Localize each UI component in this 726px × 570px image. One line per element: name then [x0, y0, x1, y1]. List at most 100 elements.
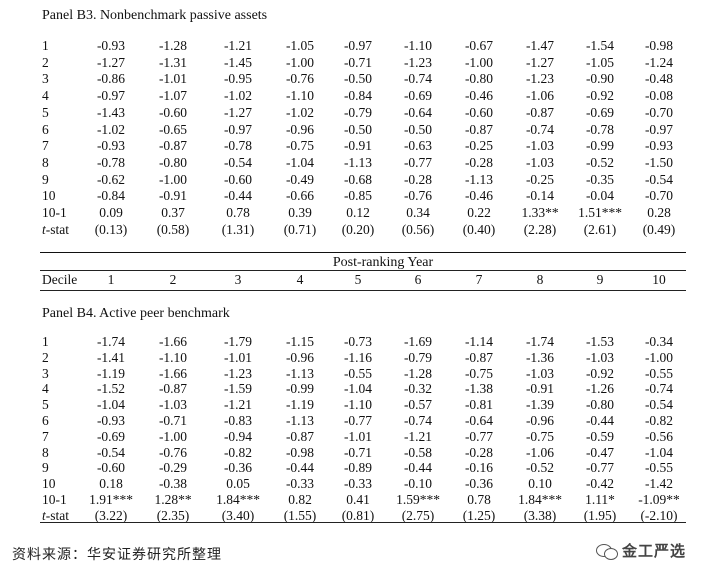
table-cell: -1.66 — [158, 365, 188, 381]
table-row: 9 -0.62 -1.00 -0.60 -0.49 -0.68 -0.28 -1.13 -0.2… — [0, 172, 726, 189]
table-cell: -0.54 — [644, 171, 674, 187]
table-cell: -1.15 — [285, 334, 315, 349]
table-cell: (-2.10) — [640, 507, 678, 523]
table-cell: -1.74 — [525, 334, 555, 349]
table-cell: -0.35 — [585, 171, 615, 187]
row-label: 10-1 — [42, 492, 67, 507]
table-cell: -0.42 — [585, 476, 615, 492]
table-row: 8 -0.54 -0.76 -0.82 -0.98 -0.71 -0.58 -0.28 -1.0… — [0, 445, 726, 462]
table-cell: -0.48 — [644, 71, 674, 87]
table-cell: -0.83 — [223, 413, 253, 428]
table-cell: -0.77 — [464, 428, 494, 444]
table-cell: -0.91 — [343, 138, 373, 154]
year-header: 5 — [354, 272, 362, 287]
table-cell: -1.28 — [158, 38, 188, 53]
table-cell: -0.25 — [525, 171, 555, 187]
table-cell: -0.79 — [403, 349, 433, 365]
row-label: 10 — [42, 188, 56, 204]
table-cell: -1.53 — [585, 334, 615, 349]
table-cell: -1.03 — [525, 154, 555, 170]
table-cell: -0.99 — [285, 381, 315, 397]
table-cell: -1.03 — [158, 397, 188, 413]
row-label: 4 — [42, 381, 49, 397]
table-cell: -0.97 — [96, 88, 126, 104]
table-cell: -0.46 — [464, 88, 494, 104]
table-cell: -0.76 — [403, 188, 433, 204]
table-cell: (0.40) — [462, 221, 496, 237]
table-cell: -1.27 — [525, 54, 555, 70]
logo-text: 金工严选 — [622, 542, 687, 560]
table-cell: -0.75 — [285, 138, 315, 154]
table-cell: -0.54 — [223, 154, 253, 170]
table-cell: -0.73 — [343, 334, 373, 349]
year-header: 1 — [107, 272, 115, 287]
table-cell: -1.19 — [285, 397, 315, 413]
table-row: 1 -1.74 -1.66 -1.79 -1.15 -0.73 -1.69 -1.14 -1.7… — [0, 334, 726, 351]
table-cell: -1.13 — [464, 171, 494, 187]
table-cell: -1.13 — [343, 154, 373, 170]
table-cell: -1.05 — [285, 38, 315, 53]
row-label: 10-1 — [42, 205, 67, 220]
table-cell: -0.36 — [223, 460, 253, 476]
table-cell: -1.04 — [285, 154, 315, 170]
decile-header-row: Decile 1 2 3 4 5 6 7 8 9 10 — [0, 272, 726, 289]
table-cell: -1.00 — [285, 54, 315, 70]
table-cell: -0.76 — [158, 444, 188, 460]
row-label: 2 — [42, 54, 49, 70]
row-label: 5 — [42, 104, 49, 120]
panel-b3-title: Panel B3. Nonbenchmark passive assets — [42, 8, 268, 23]
table-cell: -1.10 — [158, 349, 188, 365]
table-cell: (1.31) — [221, 221, 255, 237]
table-row: 3 -0.86 -1.01 -0.95 -0.76 -0.50 -0.74 -0.80 -1.2… — [0, 71, 726, 88]
table-cell: -1.41 — [96, 349, 126, 365]
table-cell: -0.55 — [343, 365, 373, 381]
table-cell: 1.11* — [585, 492, 615, 507]
table-cell: -0.82 — [644, 413, 674, 428]
table-cell: -0.77 — [585, 460, 615, 476]
logo: 金工严选 — [596, 540, 686, 561]
table-cell: -0.96 — [285, 349, 315, 365]
table-cell: -1.23 — [223, 365, 253, 381]
table-row: 8 -0.78 -0.80 -0.54 -1.04 -1.13 -0.77 -0.28 -1.0… — [0, 155, 726, 172]
table-cell: -0.74 — [403, 413, 433, 428]
table-cell: (2.75) — [401, 507, 435, 523]
year-header: 9 — [596, 272, 604, 287]
table-cell: -0.80 — [158, 154, 188, 170]
table-cell: -1.00 — [158, 428, 188, 444]
table-cell: (3.40) — [221, 507, 255, 523]
table-cell: 0.12 — [346, 205, 370, 220]
header-rule-mid — [40, 270, 686, 271]
table-cell: (0.20) — [341, 221, 375, 237]
table-cell: -0.85 — [343, 188, 373, 204]
table-cell: -1.14 — [464, 334, 494, 349]
table-cell: -1.03 — [525, 138, 555, 154]
table-cell: -0.76 — [285, 71, 315, 87]
table-cell: -0.77 — [343, 413, 373, 428]
year-header: 10 — [652, 272, 666, 287]
table-cell: -1.26 — [585, 381, 615, 397]
table-cell: -1.74 — [96, 334, 126, 349]
post-ranking-year-title: Post-ranking Year — [332, 255, 434, 270]
row-label: 2 — [42, 349, 49, 365]
table-cell: -0.71 — [343, 444, 373, 460]
table-cell: -0.44 — [403, 460, 433, 476]
table-cell: (2.61) — [583, 221, 617, 237]
table-cell: -0.14 — [525, 188, 555, 204]
row-label: 8 — [42, 444, 49, 460]
table-cell: -0.79 — [343, 104, 373, 120]
table-cell: -0.74 — [525, 121, 555, 137]
table-cell: -1.24 — [644, 54, 674, 70]
table-bottom-rule — [40, 522, 686, 523]
table-cell: -0.98 — [644, 38, 674, 53]
table-cell: -0.84 — [96, 188, 126, 204]
table-cell: -1.00 — [644, 349, 674, 365]
row-label: 6 — [42, 413, 49, 428]
year-header: 3 — [234, 272, 242, 287]
table-cell: -0.89 — [343, 460, 373, 476]
table-cell: -1.04 — [343, 381, 373, 397]
table-cell: -0.91 — [158, 188, 188, 204]
table-cell: 1.59*** — [396, 492, 440, 507]
table-cell: -0.38 — [158, 476, 188, 492]
table-cell: -0.78 — [223, 138, 253, 154]
table-cell: -0.74 — [403, 71, 433, 87]
